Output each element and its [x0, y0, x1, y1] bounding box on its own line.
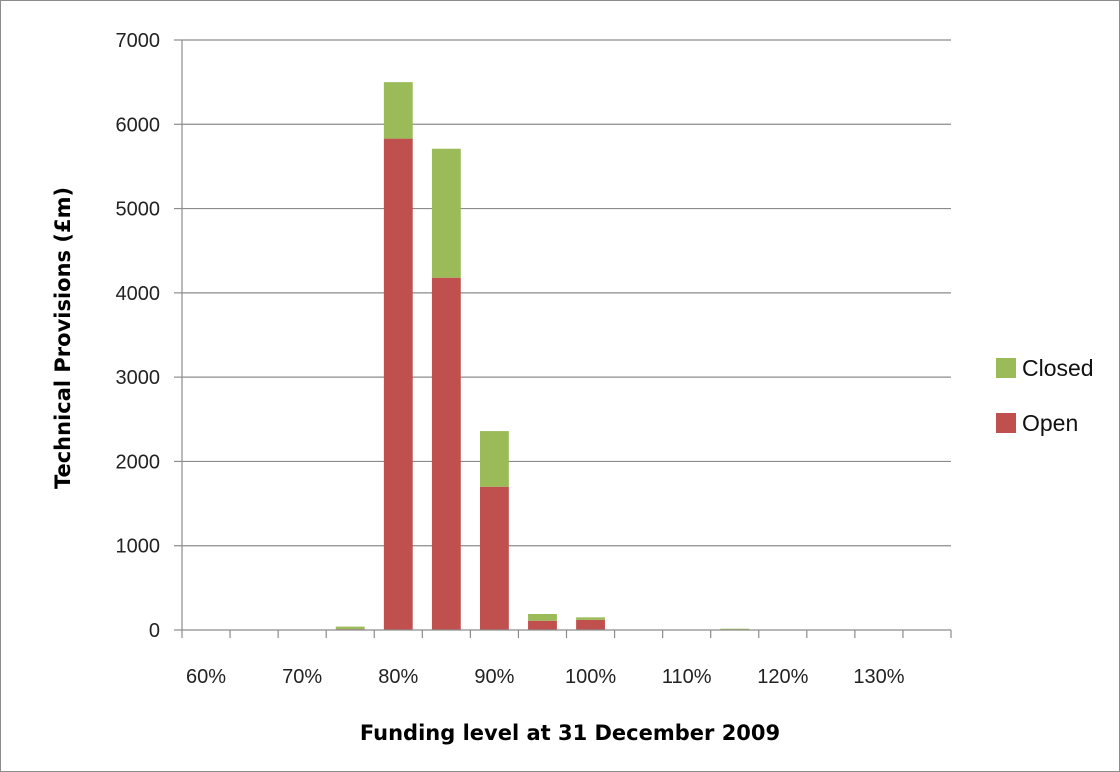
y-tick-label: 7000: [116, 30, 161, 52]
x-tick-label: 130%: [853, 666, 904, 688]
bar-closed-100pct: [576, 617, 605, 620]
bar-closed-80pct: [383, 82, 413, 139]
y-tick-label: 6000: [116, 114, 161, 136]
y-tick-label: 4000: [116, 283, 161, 305]
x-tick-label: 80%: [378, 666, 418, 688]
bar-open-100pct: [576, 619, 605, 630]
bar-closed-85pct: [431, 148, 461, 278]
legend: Closed Open: [996, 355, 1094, 436]
bar-open-80pct: [383, 138, 413, 630]
x-tick-label: 60%: [186, 666, 226, 688]
legend-label-closed: Closed: [1022, 355, 1094, 381]
y-axis-title: Technical Provisions (£m): [51, 187, 75, 489]
bar-open-85pct: [431, 277, 461, 630]
y-tick-label: 5000: [116, 199, 161, 221]
bar-open-90pct: [479, 486, 509, 630]
gridlines: [182, 39, 951, 547]
y-tick-label: 3000: [116, 367, 161, 389]
y-tick-label: 0: [149, 620, 160, 642]
x-tick-label: 90%: [474, 666, 514, 688]
legend-swatch-open: [996, 413, 1016, 433]
bar-open-95pct: [528, 620, 557, 630]
x-axis-title: Funding level at 31 December 2009: [360, 721, 780, 745]
x-tick-label: 110%: [662, 666, 712, 688]
bar-closed-115pct: [720, 628, 750, 630]
x-tick-label: 70%: [282, 666, 322, 688]
x-tick-label: 120%: [757, 666, 808, 688]
y-tick-label: 1000: [116, 536, 161, 558]
legend-swatch-closed: [996, 358, 1016, 378]
bar-closed-75pct: [335, 626, 365, 630]
x-axis-ticks: 60% 70% 80% 90% 100% 110% 120% 130%: [181, 630, 952, 688]
legend-label-open: Open: [1022, 410, 1078, 436]
axes: [181, 40, 951, 631]
bars: [335, 82, 750, 630]
x-tick-label: 100%: [565, 666, 616, 688]
y-tick-label: 2000: [116, 451, 161, 473]
bar-closed-95pct: [528, 613, 557, 621]
bar-closed-90pct: [479, 431, 509, 487]
y-axis-ticks: 0 1000 2000 3000 4000 5000 6000 7000: [116, 30, 182, 642]
